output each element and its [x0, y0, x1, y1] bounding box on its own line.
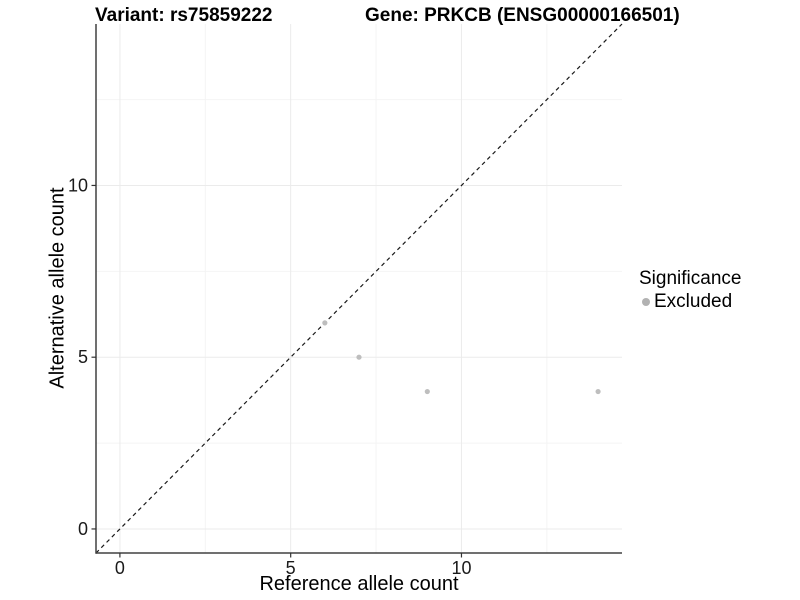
y-tick-label: 10 [68, 175, 88, 195]
excluded-point-icon [642, 298, 650, 306]
x-axis-label: Reference allele count [259, 573, 459, 595]
y-tick-label: 0 [78, 519, 88, 539]
data-point [322, 320, 328, 326]
legend-item-label: Excluded [654, 291, 733, 312]
data-point [595, 388, 601, 395]
legend: Significance Excluded [639, 268, 741, 313]
data-point [356, 354, 362, 360]
y-axis-label: Alternative allele count [46, 187, 69, 389]
identity-line [95, 23, 623, 554]
y-tick-label: 5 [78, 347, 88, 367]
data-point [424, 388, 430, 395]
x-tick-label: 5 [286, 558, 296, 578]
variant-title: Variant: rs75859222 [95, 5, 273, 26]
x-tick-label: 10 [451, 558, 471, 578]
x-tick-label: 0 [115, 558, 125, 578]
legend-item-excluded: Excluded [639, 291, 741, 313]
gene-title: Gene: PRKCB (ENSG00000166501) [365, 5, 680, 26]
legend-title: Significance [639, 268, 742, 289]
